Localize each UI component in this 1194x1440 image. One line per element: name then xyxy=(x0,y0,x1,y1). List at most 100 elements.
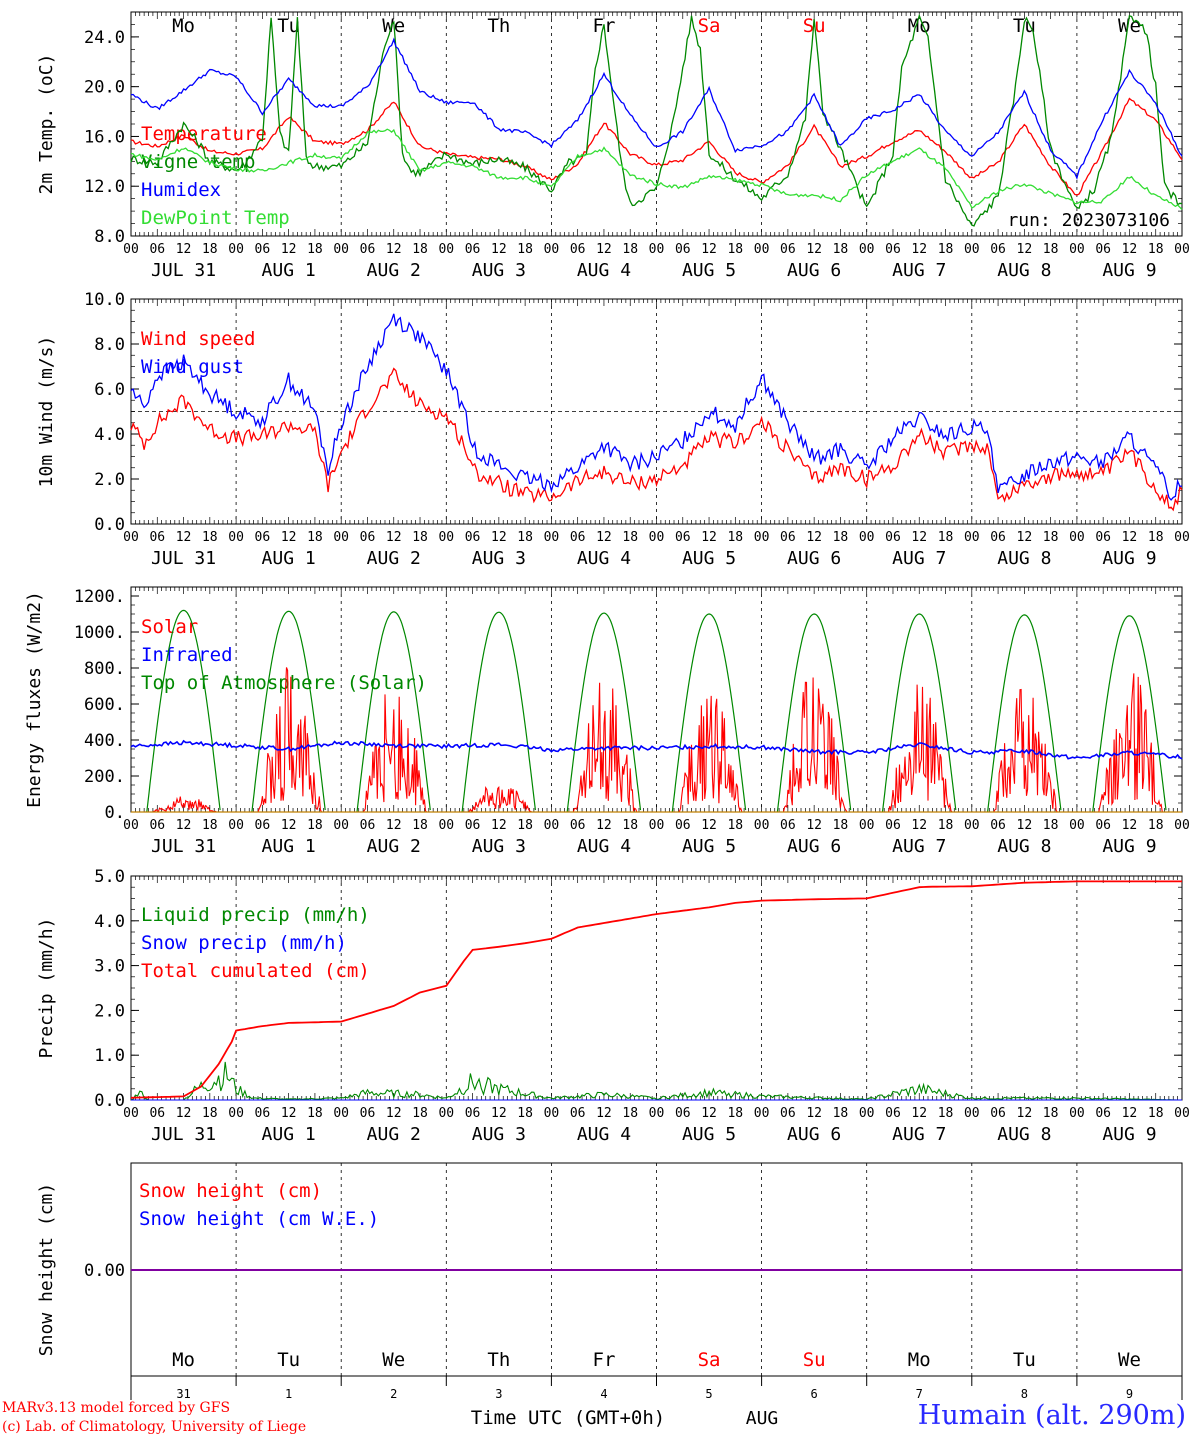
hour-tick-label: 00 xyxy=(333,1106,349,1121)
hour-tick-label: 18 xyxy=(1148,1106,1164,1121)
date-label: AUG 4 xyxy=(577,1124,631,1145)
hour-tick-label: 06 xyxy=(885,1106,901,1121)
hour-tick-label: 18 xyxy=(1043,242,1059,257)
hour-tick-label: 18 xyxy=(938,818,954,833)
hour-tick-label: 12 xyxy=(1017,818,1033,833)
hour-tick-label: 12 xyxy=(1017,242,1033,257)
hour-tick-label: 18 xyxy=(517,818,533,833)
date-label: AUG 3 xyxy=(472,548,526,569)
hour-tick-label: 06 xyxy=(780,530,796,545)
toa-solar-arc xyxy=(461,611,536,813)
hour-tick-label: 00 xyxy=(1174,242,1190,257)
day-number: 1 xyxy=(285,1387,292,1401)
hour-tick-label: 12 xyxy=(596,818,612,833)
y-tick-label: 12.0 xyxy=(84,177,125,197)
hour-tick-label: 06 xyxy=(780,242,796,257)
series-line-0 xyxy=(130,367,1183,512)
hour-tick-label: 06 xyxy=(465,818,481,833)
date-label: AUG 4 xyxy=(577,836,631,857)
bottom-weekday-label: Fr xyxy=(593,1349,616,1371)
hour-tick-label: 06 xyxy=(149,242,165,257)
hour-tick-label: 00 xyxy=(123,818,139,833)
hour-tick-label: 12 xyxy=(386,1106,402,1121)
hour-tick-label: 00 xyxy=(1174,818,1190,833)
hour-tick-label: 06 xyxy=(570,818,586,833)
hour-tick-label: 12 xyxy=(911,1106,927,1121)
date-label: AUG 7 xyxy=(892,836,946,857)
hour-tick-label: 06 xyxy=(990,530,1006,545)
hour-tick-label: 06 xyxy=(360,242,376,257)
weekday-label: Sa xyxy=(698,15,721,37)
hour-tick-label: 06 xyxy=(255,1106,271,1121)
hour-tick-label: 18 xyxy=(938,242,954,257)
hour-tick-label: 00 xyxy=(438,242,454,257)
date-label: AUG 3 xyxy=(472,260,526,281)
hour-tick-label: 18 xyxy=(1148,530,1164,545)
hour-tick-label: 12 xyxy=(701,530,717,545)
date-label: AUG 6 xyxy=(787,836,841,857)
day-number: 4 xyxy=(600,1387,607,1401)
solar-trace xyxy=(993,688,1058,813)
y-tick-label: 0.00 xyxy=(84,1261,125,1281)
hour-tick-label: 18 xyxy=(938,530,954,545)
y-tick-label: 200. xyxy=(84,767,125,787)
hour-tick-label: 00 xyxy=(1174,1106,1190,1121)
y-tick-label: 1200. xyxy=(74,587,125,607)
hour-tick-label: 18 xyxy=(307,818,323,833)
date-label: AUG 8 xyxy=(997,836,1051,857)
hour-tick-label: 06 xyxy=(149,1106,165,1121)
day-number: 2 xyxy=(390,1387,397,1401)
panel-1: 8.0 12.0 16.0 20.0 24.0 2m Temp. (oC) 00 06 12 18… xyxy=(36,11,1190,281)
hour-tick-label: 00 xyxy=(438,818,454,833)
liquid-precip-line xyxy=(130,1061,1182,1101)
hour-tick-label: 00 xyxy=(544,242,560,257)
hour-tick-label: 06 xyxy=(465,1106,481,1121)
solar-trace xyxy=(362,694,428,813)
hour-tick-label: 00 xyxy=(123,530,139,545)
hour-tick-label: 06 xyxy=(990,818,1006,833)
y-tick-label: 0.0 xyxy=(94,515,125,535)
y-tick-label: 0. xyxy=(105,803,125,823)
y-tick-label: 20.0 xyxy=(84,78,125,98)
toa-solar-arc xyxy=(987,614,1062,813)
hour-tick-label: 12 xyxy=(1122,1106,1138,1121)
hour-tick-label: 12 xyxy=(176,530,192,545)
hour-tick-label: 06 xyxy=(570,242,586,257)
legend-entry: DewPoint Temp xyxy=(141,207,290,229)
hour-tick-label: 12 xyxy=(491,818,507,833)
y-tick-label: 24.0 xyxy=(84,28,125,48)
hour-tick-label: 00 xyxy=(228,530,244,545)
time-axis-label: Time UTC (GMT+0h) xyxy=(471,1407,665,1429)
bottom-weekday-label: Tu xyxy=(277,1349,300,1371)
hour-tick-label: 12 xyxy=(806,242,822,257)
hour-tick-label: 06 xyxy=(675,1106,691,1121)
hour-tick-label: 12 xyxy=(911,818,927,833)
legend-entry: Wind speed xyxy=(141,328,255,350)
toa-solar-arc xyxy=(356,611,431,813)
solar-trace xyxy=(782,677,848,813)
date-label: JUL 31 xyxy=(151,836,216,857)
hour-tick-label: 00 xyxy=(859,818,875,833)
hour-tick-label: 18 xyxy=(517,1106,533,1121)
hour-tick-label: 06 xyxy=(885,818,901,833)
hour-tick-label: 12 xyxy=(386,242,402,257)
date-label: AUG 9 xyxy=(1102,260,1156,281)
hour-tick-label: 18 xyxy=(307,530,323,545)
legend-entry: Wind gust xyxy=(141,356,244,378)
hour-tick-label: 18 xyxy=(833,1106,849,1121)
weekday-label: Mo xyxy=(172,15,195,37)
bottom-weekday-label: We xyxy=(382,1349,405,1371)
y-tick-label: 600. xyxy=(84,695,125,715)
series-line-1 xyxy=(130,313,1183,501)
hour-tick-label: 00 xyxy=(544,818,560,833)
legend-entry: Snow height (cm W.E.) xyxy=(139,1208,379,1230)
day-number: 3 xyxy=(495,1387,502,1401)
panels: 8.012.016.020.024.02m Temp. (oC)00 06 12 18… xyxy=(24,11,1190,1429)
hour-tick-label: 06 xyxy=(149,530,165,545)
hour-tick-label: 00 xyxy=(649,242,665,257)
hour-tick-label: 00 xyxy=(228,1106,244,1121)
hour-tick-label: 06 xyxy=(255,242,271,257)
bottom-weekday-label: Sa xyxy=(698,1349,721,1371)
hour-tick-label: 12 xyxy=(176,1106,192,1121)
